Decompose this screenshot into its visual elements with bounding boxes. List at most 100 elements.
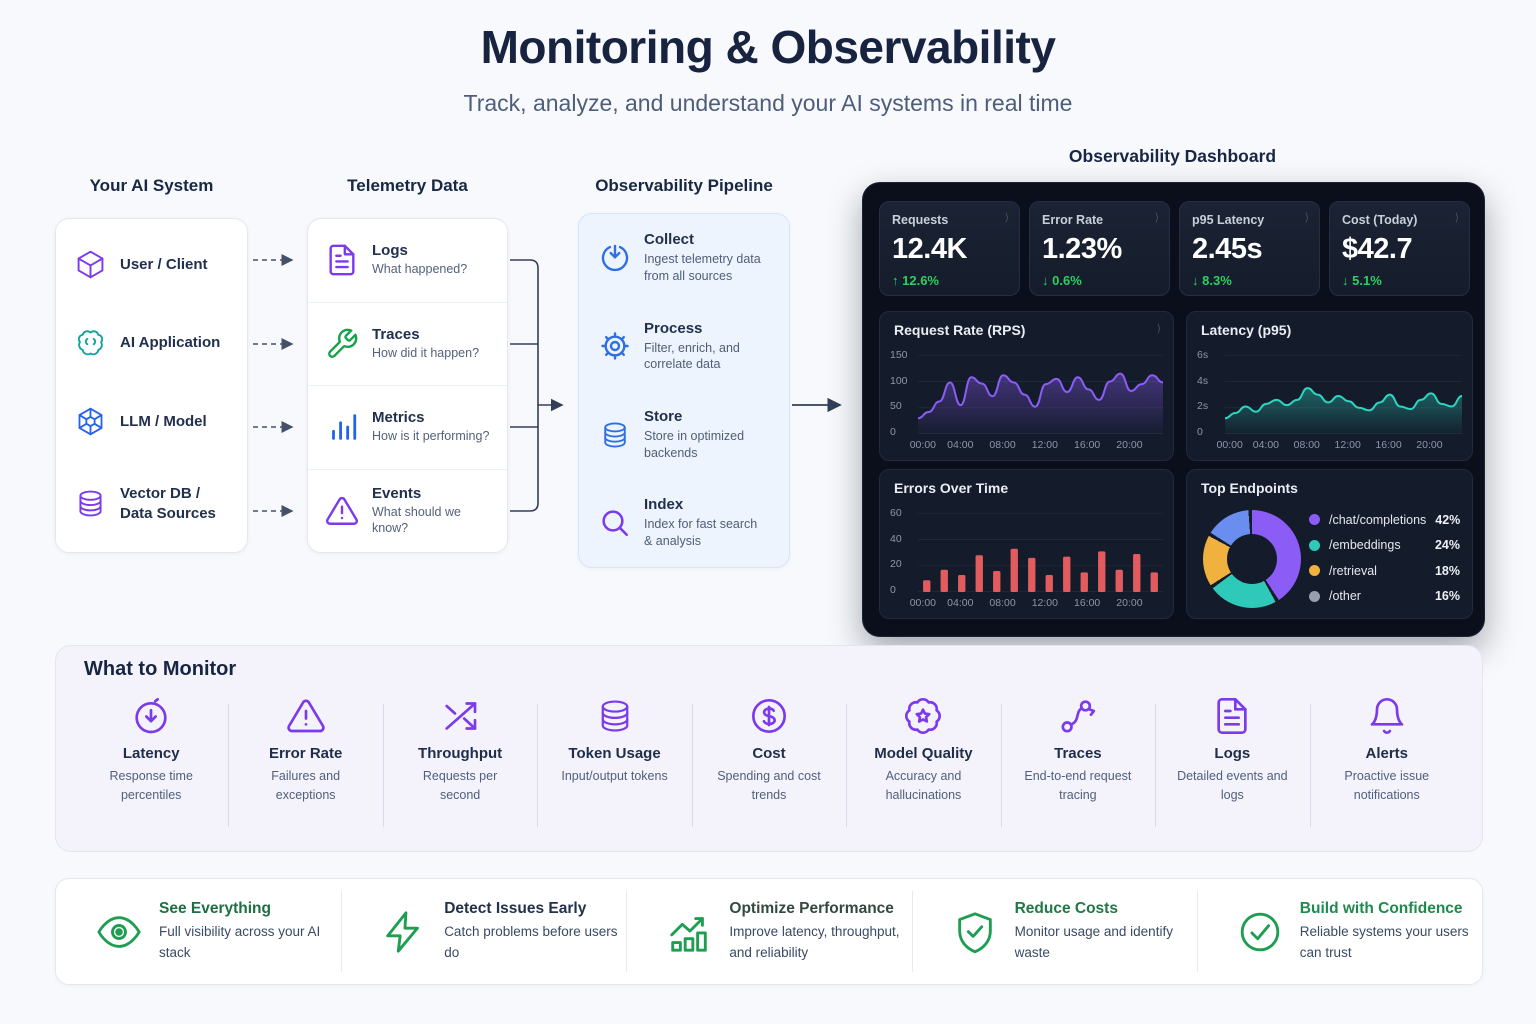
monitor-item-throughput: Throughput Requests per second <box>382 692 537 843</box>
pipeline-item-collect: Collect Ingest telemetry data from all s… <box>579 214 789 302</box>
document-icon <box>325 243 359 277</box>
monitor-heading: What to Monitor <box>84 658 237 680</box>
kpi-value: 12.4K <box>892 233 967 265</box>
system-heading: Your AI System <box>89 176 214 195</box>
telemetry-item-desc: What should we know? <box>372 505 461 535</box>
pipeline-item-desc: Index for fast search & analysis <box>644 517 758 548</box>
warning-triangle-icon <box>286 696 326 736</box>
pipeline-item-title: Process <box>644 319 703 337</box>
kpi-value: 2.45s <box>1192 233 1263 265</box>
page-title: Monitoring & Observability <box>480 21 1056 73</box>
page-subtitle: Track, analyze, and understand your AI s… <box>463 90 1073 116</box>
legend-item: /chat/completions 42% <box>1309 507 1460 533</box>
bar-chart-icon <box>325 410 359 444</box>
pipeline-item-title: Collect <box>644 231 695 249</box>
pipeline-heading: Observability Pipeline <box>595 176 773 195</box>
telemetry-item-traces: Traces How did it happen? <box>308 301 507 386</box>
legend-dot <box>1309 565 1320 577</box>
kpi-value: $42.7 <box>1342 233 1413 265</box>
monitor-item-logs: Logs Detailed events and logs <box>1155 692 1309 843</box>
ai-system-card: User / Client AI Application LLM / Model… <box>55 218 248 553</box>
kpi-cost-today: Cost (Today) ⟩ $42.7 ↓ 5.1% <box>1329 201 1470 296</box>
line-plot <box>917 350 1164 435</box>
badge-star-icon <box>903 696 943 736</box>
dashboard-heading: Observability Dashboard <box>1068 146 1277 166</box>
telemetry-item-metrics: Metrics How is it performing? <box>308 385 507 469</box>
pipeline-item-desc: Store in optimized backends <box>644 428 745 460</box>
kpi-value: 1.23% <box>1042 233 1122 265</box>
bracket-connector <box>510 259 564 512</box>
system-item-label: LLM / Model <box>120 413 207 431</box>
telemetry-item-title: Metrics <box>372 409 425 427</box>
telemetry-card: Logs What happened? Traces How did it ha… <box>307 218 508 553</box>
endpoints-legend: /chat/completions 42% /embeddings 24% /ret… <box>1309 507 1460 609</box>
bar-plot <box>918 508 1163 593</box>
document-icon <box>1212 696 1252 736</box>
warning-triangle-icon <box>325 494 359 528</box>
monitor-item-model-quality: Model Quality Accuracy and hallucination… <box>846 692 1000 843</box>
telemetry-item-desc: How did it happen? <box>372 345 480 360</box>
monitor-grid: Latency Response time percentiles Error … <box>74 692 1464 843</box>
pipeline-item-store: Store Store in optimized backends <box>579 391 789 479</box>
pipeline-item-title: Store <box>644 407 683 425</box>
pipeline-item-desc: Filter, enrich, and correlate data <box>644 340 740 372</box>
benefit-optimize-performance: Optimize Performance Improve latency, th… <box>626 879 911 984</box>
monitor-item-token-usage: Token Usage Input/output tokens <box>537 692 691 843</box>
kpi-delta: ↓ 0.6% <box>1042 273 1082 288</box>
download-icon <box>599 242 631 274</box>
system-item-label: User / Client <box>120 255 208 273</box>
circle-check-icon <box>1237 909 1283 955</box>
telemetry-item-title: Events <box>372 485 422 503</box>
monitor-item-latency: Latency Response time percentiles <box>74 692 228 843</box>
wrench-icon <box>325 327 359 361</box>
pipeline-card: Collect Ingest telemetry data from all s… <box>578 213 790 568</box>
arrow-down-icon: ↓ <box>1342 273 1349 288</box>
kpi-label: p95 Latency <box>1192 213 1265 227</box>
system-item-ai-application: AI Application <box>56 327 247 360</box>
benefit-see-everything: See Everything Full visibility across yo… <box>56 879 341 984</box>
chevron-right-icon[interactable]: ⟩ <box>1304 212 1309 224</box>
monitor-item-error-rate: Error Rate Failures and exceptions <box>228 692 382 843</box>
legend-item: /embeddings 24% <box>1309 533 1460 559</box>
kpi-label: Error Rate <box>1042 213 1104 227</box>
legend-dot <box>1309 514 1320 526</box>
benefits-bar: See Everything Full visibility across yo… <box>55 878 1483 985</box>
telemetry-item-desc: What happened? <box>372 262 468 277</box>
legend-dot <box>1309 539 1320 551</box>
x-axis: 00:00 04:00 08:00 12:00 16:00 20:00 <box>909 439 1143 451</box>
legend-item: /other 16% <box>1309 584 1460 610</box>
gear-icon <box>599 330 631 362</box>
model-node-icon <box>74 405 107 438</box>
x-axis: 00:00 04:00 08:00 12:00 16:00 20:00 <box>909 597 1143 609</box>
stopwatch-icon <box>131 696 171 736</box>
system-item-user-client: User / Client <box>56 248 247 281</box>
kpi-p95-latency: p95 Latency ⟩ 2.45s ↓ 8.3% <box>1179 201 1320 296</box>
y-axis: 150 100 50 0 <box>890 349 908 438</box>
y-axis: 6s 4s 2s 0 <box>1197 349 1209 438</box>
system-item-label: Vector DB / Data Sources <box>120 485 216 522</box>
bell-icon <box>1367 696 1407 736</box>
route-icon <box>1058 696 1098 736</box>
line-plot <box>1224 350 1463 435</box>
chevron-right-icon[interactable]: ⟩ <box>1454 212 1459 224</box>
pipeline-item-process: Process Filter, enrich, and correlate da… <box>579 302 789 390</box>
what-to-monitor-panel: What to Monitor Latency Response time pe… <box>55 645 1483 852</box>
chevron-right-icon[interactable]: ⟩ <box>1004 212 1009 224</box>
benefit-reduce-costs: Reduce Costs Monitor usage and identify … <box>911 879 1197 984</box>
eye-icon <box>96 909 142 955</box>
benefit-build-with-confidence: Build with Confidence Reliable systems y… <box>1196 879 1482 984</box>
donut-hole <box>1227 534 1277 584</box>
chart-title: Latency (p95) <box>1201 322 1292 338</box>
kpi-label: Requests <box>892 213 949 227</box>
x-axis: 00:00 04:00 08:00 12:00 16:00 20:00 <box>1216 439 1443 451</box>
donut-chart <box>1203 510 1301 608</box>
lightning-icon <box>381 909 427 955</box>
chevron-right-icon[interactable]: ⟩ <box>1154 212 1159 224</box>
database-icon <box>595 696 635 736</box>
chevron-right-icon[interactable]: ⟩ <box>1156 323 1161 335</box>
search-icon <box>599 507 631 539</box>
latency-chart-card: Latency (p95) 6s 4s 2s 0 00:00 04:00 08:00 12:… <box>1186 311 1473 461</box>
dollar-circle-icon <box>749 696 789 736</box>
telemetry-item-desc: How is it performing? <box>372 429 490 444</box>
benefit-detect-issues-early: Detect Issues Early Catch problems befor… <box>341 879 626 984</box>
